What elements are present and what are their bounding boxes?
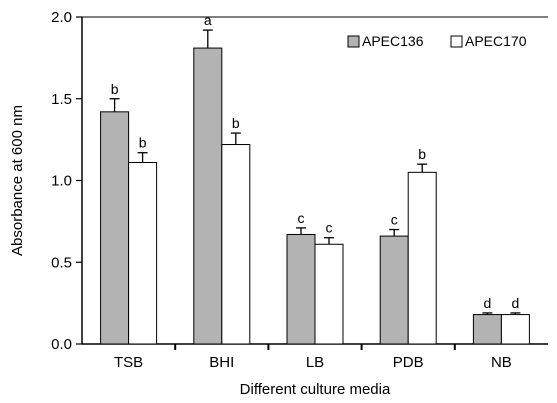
x-axis-title: Different culture media (240, 381, 391, 398)
significance-label: c (326, 220, 333, 236)
significance-label: b (232, 115, 240, 131)
y-tick-label: 1.0 (51, 173, 72, 190)
significance-label: b (111, 81, 119, 97)
significance-label: b (418, 146, 426, 162)
significance-label: d (484, 295, 492, 311)
significance-label: a (204, 12, 212, 28)
bar-apec170-nb (500, 314, 530, 345)
y-tick-label: 2.0 (51, 9, 72, 26)
bar-apec136-lb (286, 233, 316, 345)
significance-label: d (512, 295, 520, 311)
legend-label-apec136: APEC136 (362, 33, 424, 49)
y-tick-label: 0.5 (51, 254, 72, 271)
significance-label: b (139, 135, 147, 151)
bar-apec170-pdb (407, 171, 437, 345)
legend-swatch-apec136 (347, 35, 360, 48)
bar-apec136-pdb (379, 235, 409, 345)
bar-apec170-tsb (128, 162, 158, 345)
legend-swatch-apec170 (450, 35, 463, 48)
bar-apec170-lb (314, 243, 344, 345)
x-tick-label: LB (306, 354, 324, 371)
bar-apec136-nb (472, 314, 502, 345)
bar-apec136-bhi (193, 47, 223, 345)
x-tick-label: BHI (209, 354, 234, 371)
x-tick-label: TSB (114, 354, 143, 371)
bar-apec170-bhi (221, 144, 251, 345)
significance-label: c (391, 212, 398, 228)
y-tick-label: 1.5 (51, 91, 72, 108)
legend: APEC136 APEC170 (347, 33, 527, 49)
significance-label: c (298, 210, 305, 226)
x-tick-label: PDB (393, 354, 424, 371)
y-tick-label: 0.0 (51, 336, 72, 353)
axes: 0.0 0.5 1.0 1.5 2.0 TSB BHI LB PDB NB (51, 9, 548, 371)
y-axis-title: Absorbance at 600 nm (9, 105, 26, 256)
bars: b b a b c c c b d d (100, 12, 530, 345)
bar-apec136-tsb (100, 111, 130, 345)
x-tick-label: NB (491, 354, 512, 371)
legend-label-apec170: APEC170 (465, 33, 527, 49)
